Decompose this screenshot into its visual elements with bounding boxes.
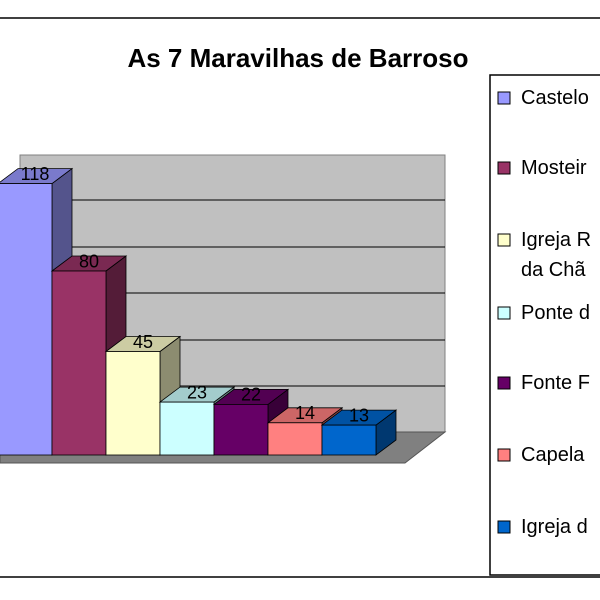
data-label: 23 [187, 382, 207, 402]
data-label: 118 [21, 164, 50, 184]
bar [51, 270, 107, 456]
bar [105, 351, 161, 456]
legend-swatch [497, 306, 511, 320]
legend-label: Igreja d [521, 516, 588, 538]
data-label: 45 [133, 332, 153, 352]
legend-box [489, 74, 600, 576]
legend-label: Capela [521, 444, 585, 466]
legend-swatch [497, 161, 511, 175]
legend-label: Igreja R da Chã [521, 229, 592, 281]
legend-swatch [497, 448, 511, 462]
data-label: 14 [295, 403, 315, 423]
legend-label: Ponte d [521, 302, 590, 324]
data-label: 22 [241, 385, 261, 405]
bar [321, 424, 377, 456]
bar [213, 403, 269, 456]
legend-label: Castelo [521, 87, 589, 109]
bar [267, 422, 323, 456]
bar [159, 401, 215, 456]
legend-label: Fonte F [521, 372, 590, 394]
legend-swatch [497, 376, 511, 390]
bar [0, 183, 53, 456]
legend-label: Mosteir [521, 157, 587, 179]
legend-swatch [497, 91, 511, 105]
legend-swatch [497, 233, 511, 247]
data-label: 80 [79, 251, 99, 271]
data-label: 13 [349, 405, 369, 425]
chart-title: As 7 Maravilhas de Barroso [127, 43, 468, 73]
legend-swatch [497, 520, 511, 534]
